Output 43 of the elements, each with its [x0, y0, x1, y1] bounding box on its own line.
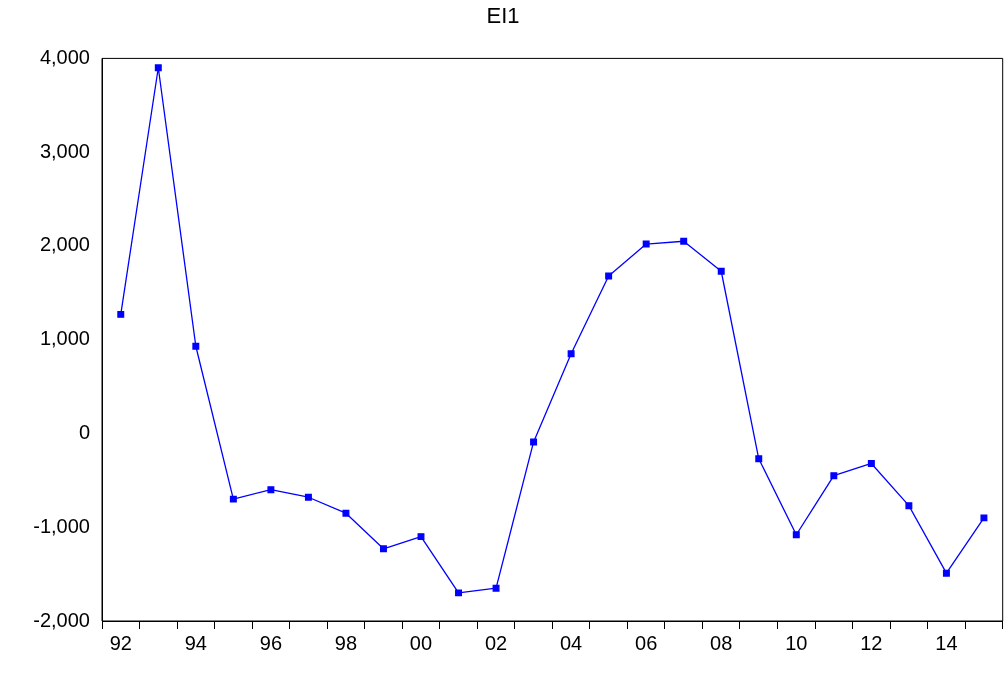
y-tick-label: -2,000: [33, 608, 90, 631]
point: [567, 350, 575, 358]
point: [492, 584, 500, 592]
point: [267, 486, 275, 494]
x-tick-label: 00: [409, 631, 433, 654]
x-tick-label: 04: [559, 631, 583, 654]
x-tick-label: 92: [109, 631, 132, 654]
point: [117, 310, 125, 318]
x-tick-label: 96: [259, 631, 283, 654]
point: [304, 493, 312, 501]
point: [942, 569, 950, 577]
y-tick-label: 2,000: [39, 233, 90, 256]
point: [867, 459, 875, 467]
point: [455, 589, 463, 597]
point: [229, 495, 237, 503]
x-tick-label: 14: [935, 631, 958, 654]
y-tick-label: 4,000: [39, 45, 90, 68]
x-tick-label: 12: [860, 631, 883, 654]
point: [154, 64, 162, 72]
x-tick-label: 08: [710, 631, 733, 654]
point: [755, 455, 763, 463]
x-tick-label: 94: [184, 631, 207, 654]
point: [830, 472, 838, 480]
point: [642, 240, 650, 248]
point: [530, 438, 538, 446]
x-tick-label: 10: [785, 631, 808, 654]
x-tick-label: 98: [334, 631, 358, 654]
point: [905, 502, 913, 510]
point: [717, 267, 725, 275]
point: [792, 531, 800, 539]
point: [680, 237, 688, 245]
y-tick-label: 3,000: [39, 139, 90, 162]
y-tick-label: 0: [78, 420, 90, 443]
point: [605, 272, 613, 280]
point: [192, 342, 200, 350]
chart-title: EI1: [486, 3, 520, 29]
point: [379, 545, 387, 553]
point: [342, 509, 350, 517]
y-tick-label: 1,000: [39, 327, 90, 350]
point: [980, 514, 988, 522]
y-tick-label: -1,000: [33, 514, 90, 537]
x-tick-label: 02: [484, 631, 508, 654]
x-tick-label: 06: [635, 631, 658, 654]
